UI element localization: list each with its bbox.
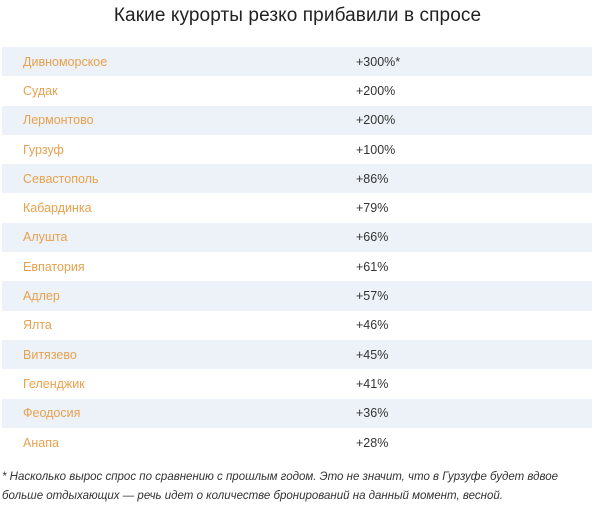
resort-name: Анапа bbox=[23, 435, 59, 450]
table-row: Судак +200% bbox=[2, 76, 592, 105]
demand-growth: +57% bbox=[356, 289, 389, 304]
resort-name: Севастополь bbox=[23, 171, 99, 186]
demand-growth: +200% bbox=[356, 83, 396, 98]
table-row: Геленджик +41% bbox=[2, 369, 592, 398]
resort-name: Ялта bbox=[23, 318, 52, 333]
table-row: Дивноморское +300%* bbox=[2, 47, 592, 77]
table-row: Ялта +46% bbox=[2, 311, 592, 340]
table-row: Лермонтово +200% bbox=[2, 105, 592, 135]
demand-growth: +100% bbox=[356, 142, 396, 157]
demand-growth: +300%* bbox=[356, 54, 401, 69]
demand-growth: +36% bbox=[356, 406, 389, 421]
resort-name: Геленджик bbox=[23, 376, 85, 391]
demand-growth: +86% bbox=[356, 171, 389, 186]
resort-name: Евпатория bbox=[23, 259, 85, 274]
resort-name: Витязево bbox=[23, 347, 77, 362]
demand-growth: +200% bbox=[356, 113, 396, 128]
resort-name: Феодосия bbox=[23, 406, 81, 421]
demand-growth: +46% bbox=[356, 318, 389, 333]
demand-growth: +28% bbox=[356, 435, 389, 450]
table-row: Кабардинка +79% bbox=[2, 193, 592, 222]
resort-name: Кабардинка bbox=[23, 201, 92, 216]
demand-growth: +79% bbox=[356, 201, 389, 216]
page-title: Какие курорты резко прибавили в спросе bbox=[113, 5, 482, 26]
table-row: Евпатория +61% bbox=[2, 252, 592, 281]
demand-growth: +61% bbox=[356, 259, 389, 274]
table-row: Адлер +57% bbox=[2, 281, 592, 311]
resorts-table: Дивноморское +300%* Судак +200% Лермонто… bbox=[2, 47, 592, 457]
table-row: Анапа +28% bbox=[2, 428, 592, 457]
resort-name: Судак bbox=[23, 83, 58, 98]
resort-name: Алушта bbox=[23, 230, 68, 245]
demand-growth: +41% bbox=[356, 376, 389, 391]
footnote: * Насколько вырос спрос по сравнению с п… bbox=[2, 471, 559, 502]
table-row: Феодосия +36% bbox=[2, 398, 592, 428]
demand-growth: +45% bbox=[356, 347, 389, 362]
table-row: Витязево +45% bbox=[2, 339, 592, 370]
table-row: Гурзуф +100% bbox=[2, 135, 592, 164]
resort-name: Лермонтово bbox=[23, 113, 94, 128]
table-row: Алушта +66% bbox=[2, 222, 592, 253]
table-row: Севастополь +86% bbox=[2, 164, 592, 194]
demand-growth: +66% bbox=[356, 230, 389, 245]
resort-name: Адлер bbox=[23, 289, 60, 304]
resort-name: Дивноморское bbox=[23, 54, 108, 69]
resort-name: Гурзуф bbox=[23, 142, 64, 157]
